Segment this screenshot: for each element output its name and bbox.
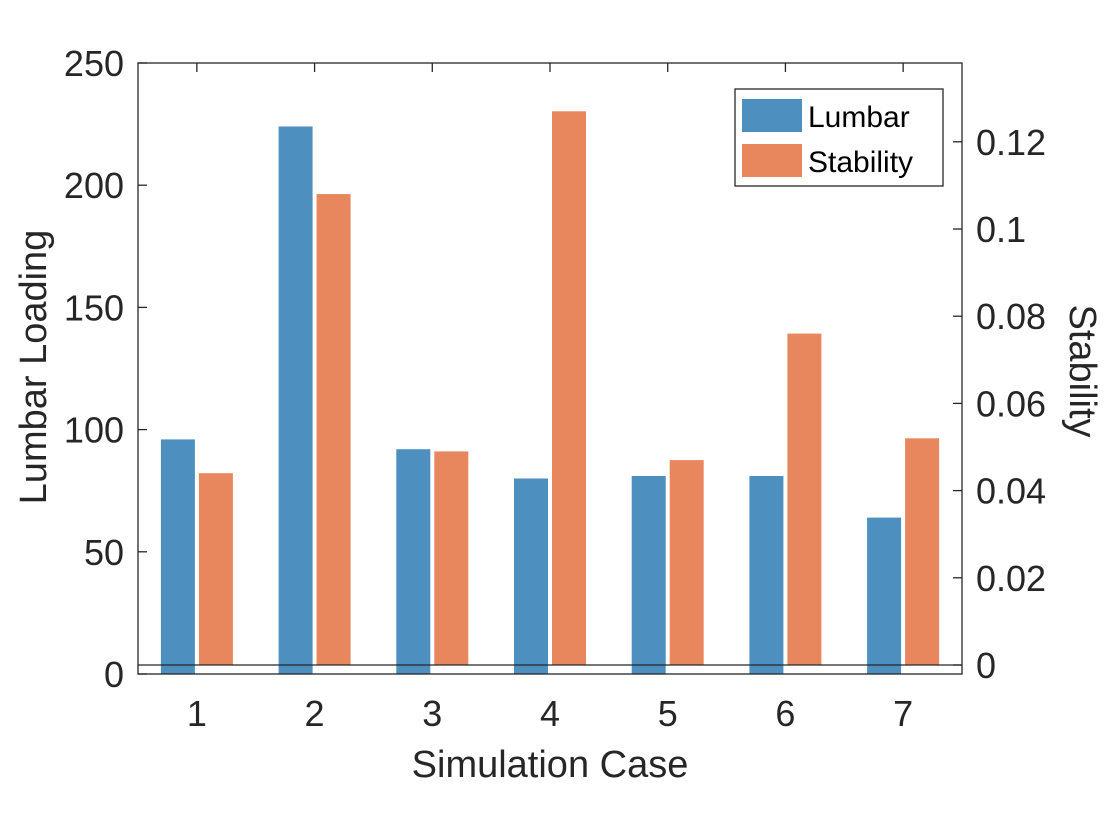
bar-lumbar-case-1 [160, 439, 195, 674]
right-axis-label: Stability [1061, 304, 1103, 437]
bar-stability-case-2 [316, 194, 351, 665]
x-axis-label: Simulation Case [412, 744, 689, 786]
x-tick-label: 6 [775, 693, 795, 734]
bar-lumbar-case-6 [749, 476, 784, 674]
right-tick-label: 0.06 [976, 383, 1046, 424]
bar-stability-case-5 [669, 460, 704, 665]
x-tick-label: 1 [187, 693, 207, 734]
left-tick-label: 0 [104, 654, 124, 695]
legend-label-lumbar: Lumbar [808, 101, 910, 134]
x-tick-label: 4 [540, 693, 560, 734]
right-tick-label: 0.12 [976, 122, 1046, 163]
left-axis-label: Lumbar Loading [13, 230, 55, 505]
left-tick-label: 150 [64, 287, 124, 328]
bar-lumbar-case-5 [631, 476, 666, 674]
left-tick-label: 100 [64, 410, 124, 451]
right-axis-ticks: 0 0.02 0.04 0.06 0.08 0.1 0.12 [953, 122, 1046, 686]
left-axis-ticks: 0 50 100 150 200 250 [64, 43, 147, 695]
left-tick-label: 250 [64, 43, 124, 84]
legend-label-stability: Stability [808, 146, 913, 179]
x-tick-label: 5 [658, 693, 678, 734]
bar-stability-case-4 [552, 111, 586, 666]
legend: Lumbar Stability [734, 88, 944, 187]
bars-group [160, 111, 940, 674]
legend-swatch-stability [742, 144, 802, 177]
bar-stability-case-7 [905, 438, 940, 665]
right-tick-label: 0.08 [976, 296, 1046, 337]
bar-lumbar-case-3 [396, 449, 431, 674]
right-tick-label: 0.1 [976, 209, 1026, 250]
bar-lumbar-case-2 [278, 126, 313, 674]
bar-stability-case-6 [787, 333, 822, 665]
x-tick-label: 7 [893, 693, 913, 734]
legend-swatch-lumbar [742, 99, 802, 132]
left-tick-label: 50 [84, 532, 124, 573]
right-tick-label: 0.04 [976, 471, 1046, 512]
left-tick-label: 200 [64, 165, 124, 206]
bar-lumbar-case-4 [514, 478, 548, 674]
right-tick-label: 0.02 [976, 558, 1046, 599]
x-tick-label: 2 [305, 693, 325, 734]
x-tick-label: 3 [422, 693, 442, 734]
bar-stability-case-3 [434, 451, 469, 665]
right-tick-label: 0 [976, 645, 996, 686]
bar-stability-case-1 [198, 473, 233, 665]
x-axis-ticks: 1 2 3 4 5 6 7 [187, 63, 913, 734]
bar-lumbar-case-7 [867, 517, 902, 674]
